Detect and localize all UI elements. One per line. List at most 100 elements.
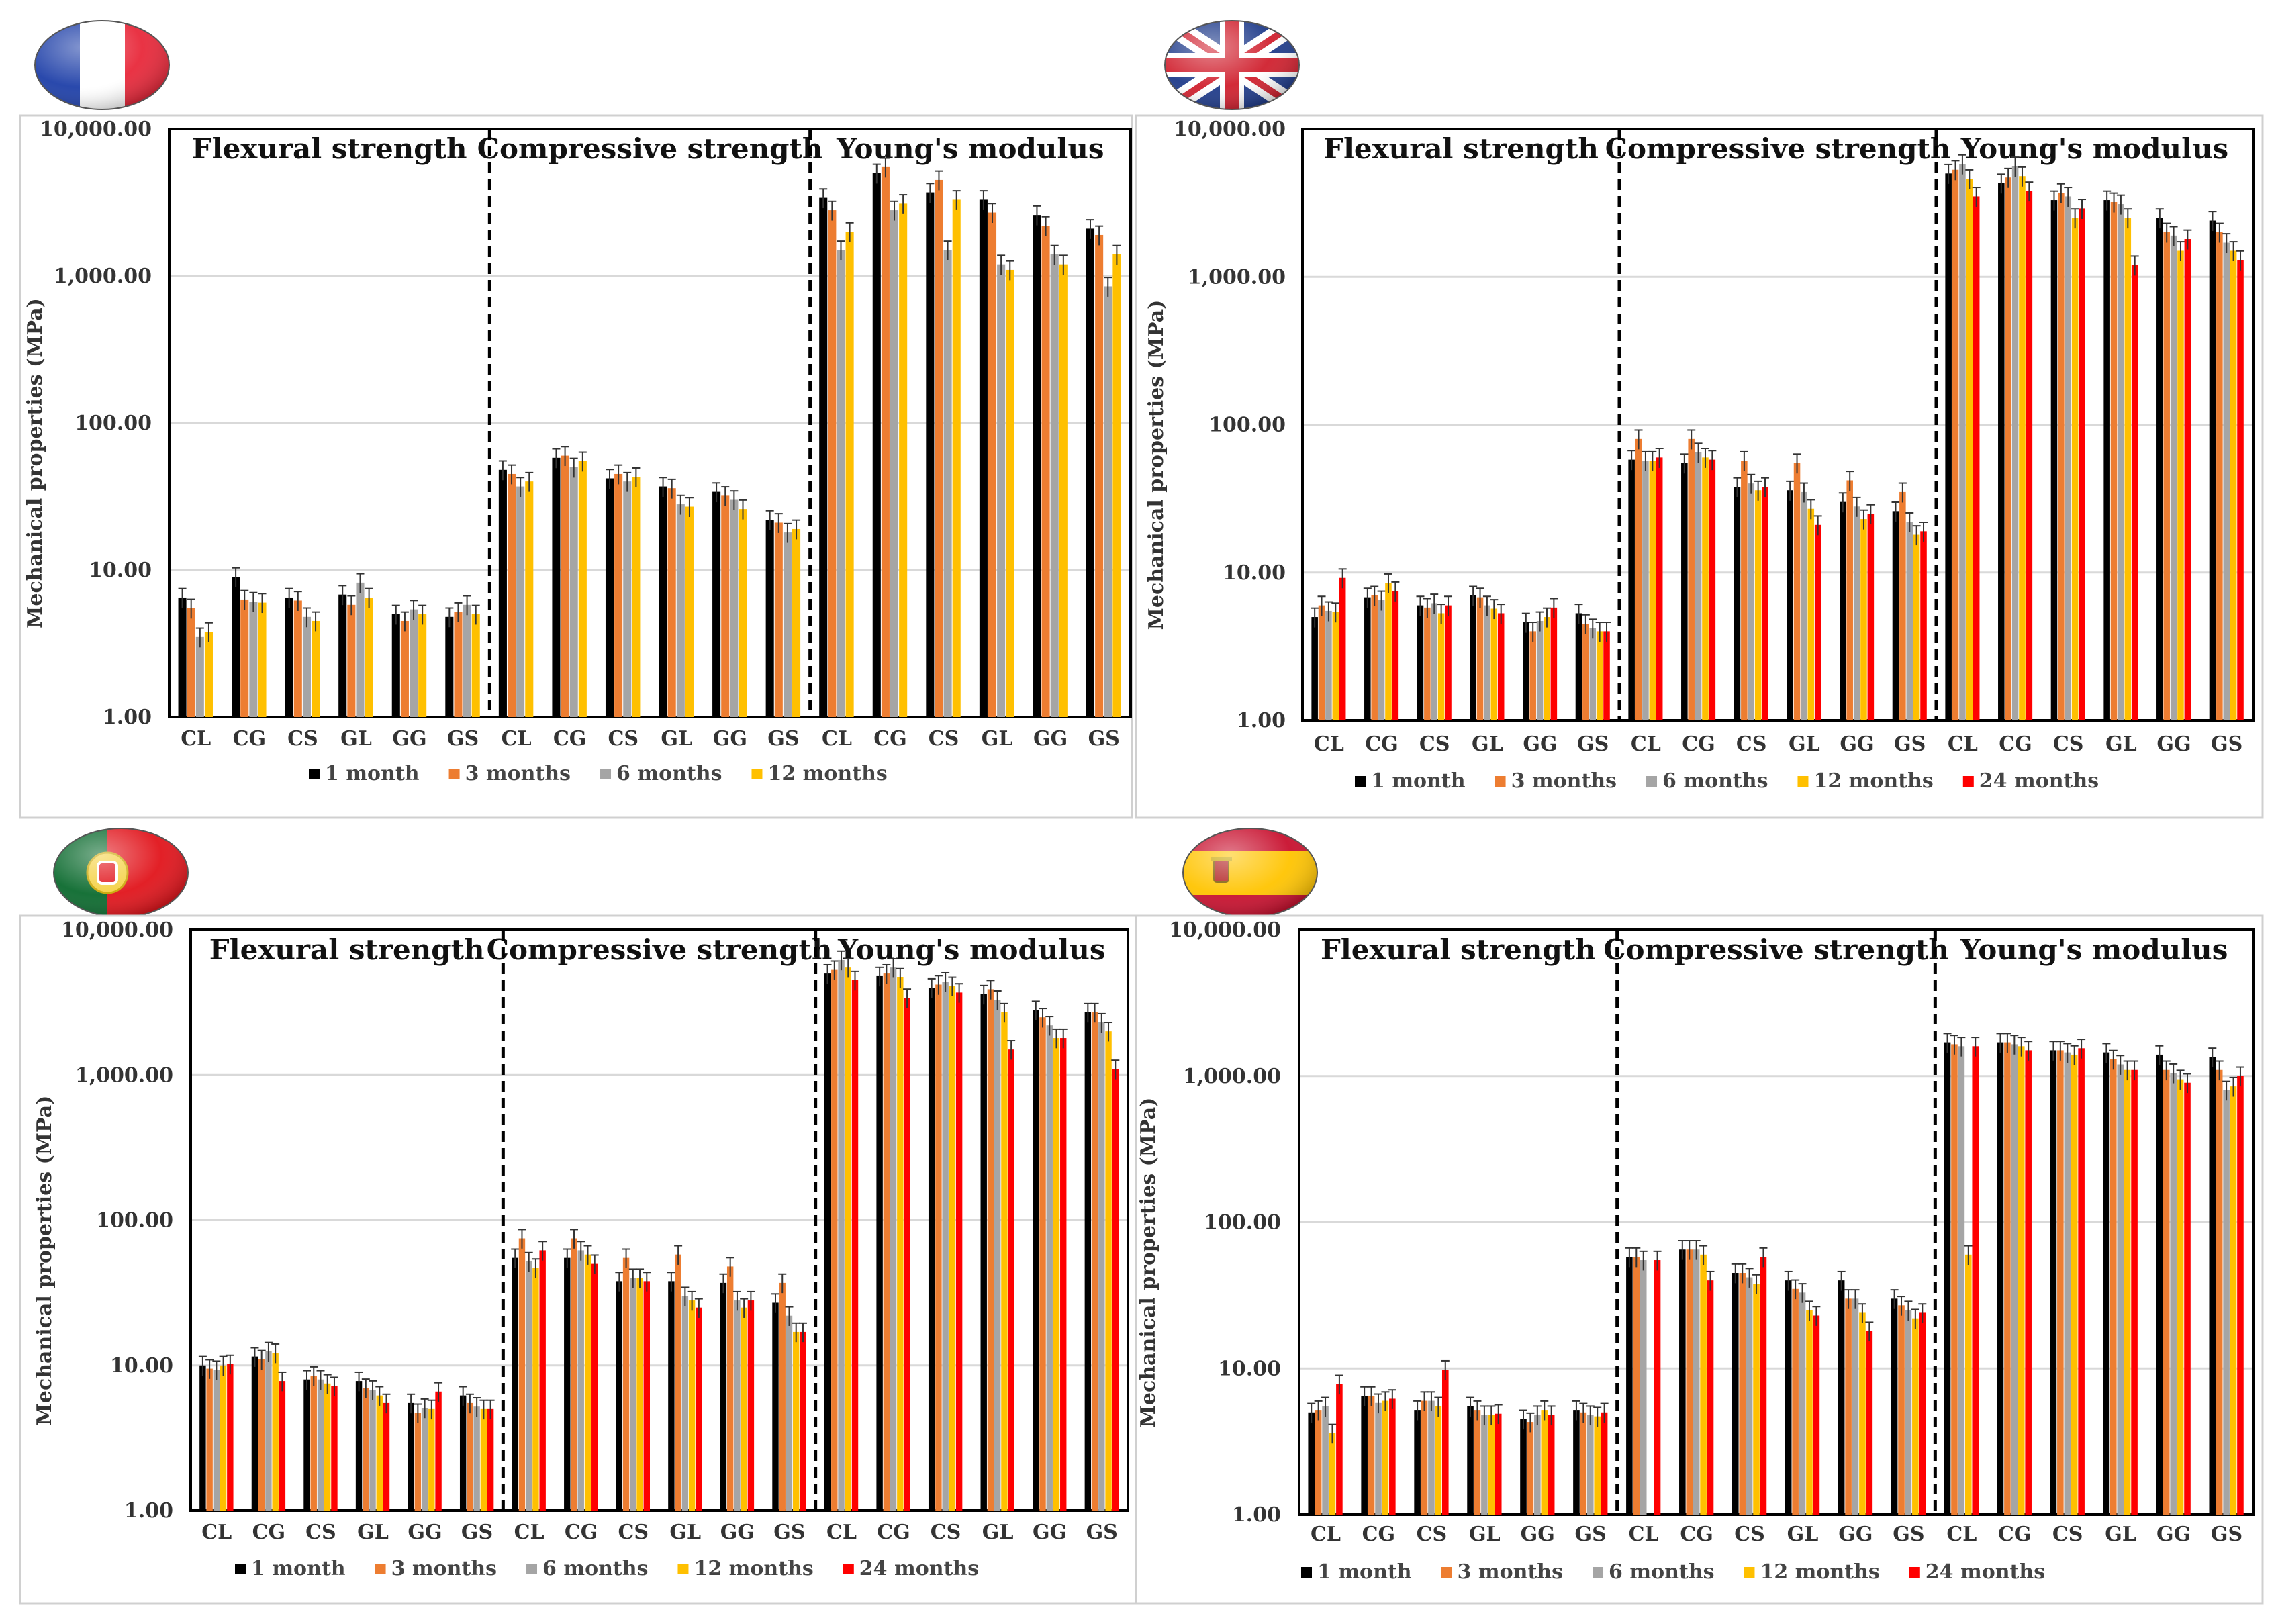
bar	[890, 210, 899, 717]
bar	[2050, 1050, 2057, 1515]
bar	[1424, 607, 1431, 720]
bar	[1470, 595, 1476, 720]
bar	[2170, 1073, 2177, 1515]
bar	[1906, 522, 1913, 720]
bar	[1840, 501, 1846, 720]
bar	[2163, 1069, 2170, 1515]
bar	[1091, 1012, 1098, 1511]
bar	[675, 1254, 681, 1511]
bar	[445, 616, 454, 717]
bar	[1548, 1415, 1555, 1515]
bar	[988, 212, 997, 717]
bar	[994, 1000, 1001, 1511]
category-label: CL	[822, 727, 852, 751]
france-flag-icon	[34, 20, 170, 110]
bar	[1754, 490, 1762, 720]
bar	[2078, 1048, 2085, 1515]
bar	[1417, 605, 1424, 720]
bar	[187, 608, 195, 717]
bar	[1421, 1400, 1428, 1515]
bar	[747, 1300, 755, 1511]
chart-panel-1: 1.00 10.00 100.00 1,000.00 10,000.00 Mechanic…	[19, 114, 1133, 819]
bar	[258, 602, 267, 717]
bar	[734, 1300, 741, 1511]
bar	[1520, 1419, 1527, 1515]
bar	[578, 461, 587, 717]
bar	[232, 577, 240, 717]
bar	[1628, 459, 1635, 720]
bar	[2184, 1082, 2191, 1515]
bar	[564, 1257, 571, 1511]
bar	[851, 980, 859, 1511]
bar	[1435, 1406, 1442, 1515]
legend-swatch	[235, 1564, 246, 1574]
bar	[890, 967, 897, 1511]
y-tick-label: 1.00	[1232, 1503, 1281, 1527]
legend-swatch	[751, 769, 763, 779]
bar	[883, 973, 890, 1511]
section-title: Flexural strength	[1323, 132, 1599, 165]
bar	[2110, 201, 2118, 720]
bar	[428, 1408, 435, 1511]
bar	[1793, 463, 1801, 720]
bar	[480, 1408, 487, 1511]
bar	[1325, 610, 1332, 720]
category-label: CS	[618, 1521, 649, 1544]
category-label: GG	[713, 727, 747, 751]
bar	[1445, 605, 1452, 720]
bar	[1959, 164, 1966, 720]
bar	[881, 166, 890, 717]
category-label: GS	[2211, 1523, 2242, 1546]
bar	[739, 509, 747, 717]
bar	[2124, 218, 2132, 720]
bar	[227, 1364, 234, 1511]
bar	[1845, 1298, 1852, 1515]
category-label: GL	[1789, 732, 1820, 756]
bar	[997, 264, 1006, 717]
bar	[1700, 1254, 1707, 1515]
legend-label: 3 months	[391, 1557, 497, 1580]
category-label: GL	[982, 727, 1013, 751]
bar	[2011, 1044, 2018, 1515]
bar	[1580, 1412, 1587, 1515]
bar	[1428, 1400, 1435, 1515]
section-title: Compressive strength	[487, 933, 833, 966]
bar	[1586, 1415, 1594, 1515]
bar	[2216, 1069, 2223, 1515]
bar	[2011, 166, 2019, 720]
bar	[838, 959, 845, 1511]
bar	[1006, 269, 1014, 717]
bar	[1693, 1249, 1700, 1515]
bar	[667, 488, 676, 717]
bar	[1033, 1010, 1039, 1511]
bar	[272, 1353, 279, 1511]
bar	[1972, 1046, 1979, 1515]
bar	[1892, 511, 1899, 720]
bar	[1688, 438, 1695, 720]
bar	[369, 1389, 376, 1511]
bar	[2065, 196, 2072, 720]
bar	[1534, 1415, 1541, 1515]
bar	[467, 1402, 473, 1511]
y-tick-label: 10,000.00	[61, 918, 173, 942]
bar	[525, 481, 534, 717]
bar	[204, 632, 213, 717]
bar	[979, 199, 988, 717]
bar	[1732, 1273, 1739, 1515]
bar	[696, 1307, 702, 1511]
chart-panel-3: 1.00 10.00 100.00 1,000.00 10,000.00 Mechanic…	[19, 914, 1140, 1605]
bar	[1997, 1042, 2004, 1515]
y-axis-label: Mechanical properties (MPa)	[1145, 300, 1168, 630]
bar	[943, 250, 952, 717]
bar	[987, 989, 994, 1511]
bar	[688, 1300, 696, 1511]
legend-swatch	[309, 769, 320, 779]
bar	[1594, 1416, 1601, 1515]
bar	[2177, 1079, 2184, 1515]
category-label: GL	[1472, 732, 1503, 756]
legend-swatch	[1495, 776, 1506, 787]
bar	[1392, 591, 1399, 720]
bar	[1573, 1410, 1580, 1515]
bar	[1527, 1422, 1534, 1515]
bar	[220, 1365, 227, 1511]
